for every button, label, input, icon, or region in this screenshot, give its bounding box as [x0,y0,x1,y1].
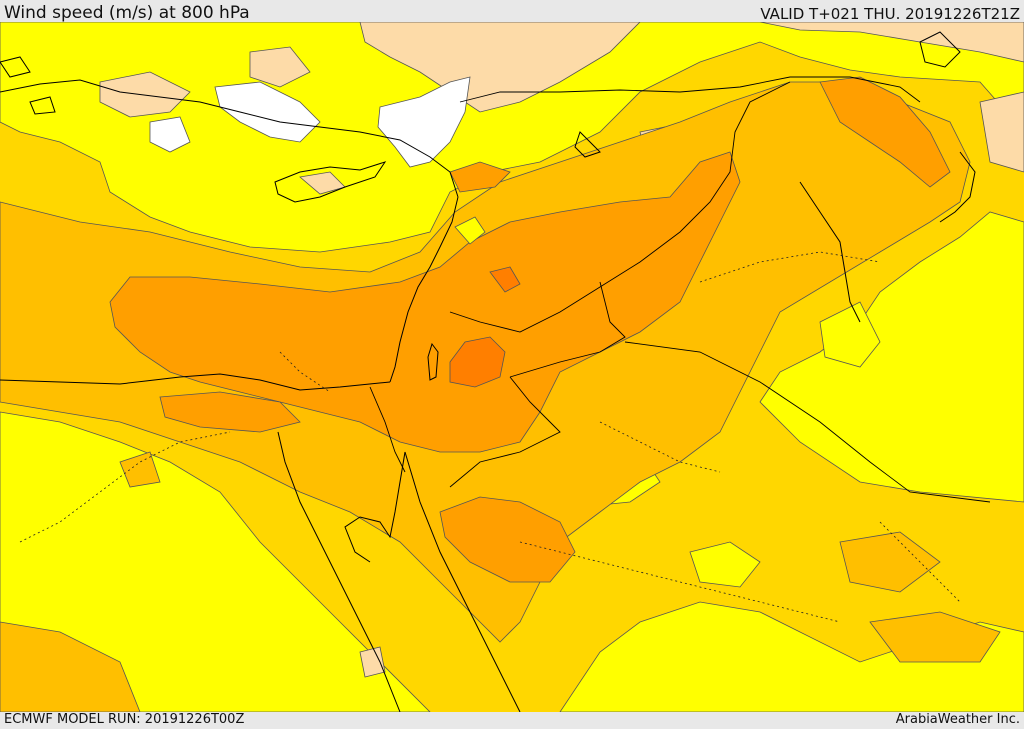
band-orange [109,76,951,583]
map-title: Wind speed (m/s) at 800 hPa [4,3,250,23]
band-levant-highlight [454,216,486,245]
valid-time: VALID T+021 THU. 20191226T21Z [760,5,1020,23]
band-dark-orange [449,266,521,388]
band-bright-yellow [0,22,1024,712]
country-borders [369,76,991,503]
provider-credit: ArabiaWeather Inc. [895,712,1020,727]
band-light [99,22,1024,678]
model-run: ECMWF MODEL RUN: 20191226T00Z [4,712,245,727]
admin-borders [19,251,961,623]
wind-speed-map [0,22,1024,712]
coastlines [0,31,976,712]
band-calm [149,76,471,523]
